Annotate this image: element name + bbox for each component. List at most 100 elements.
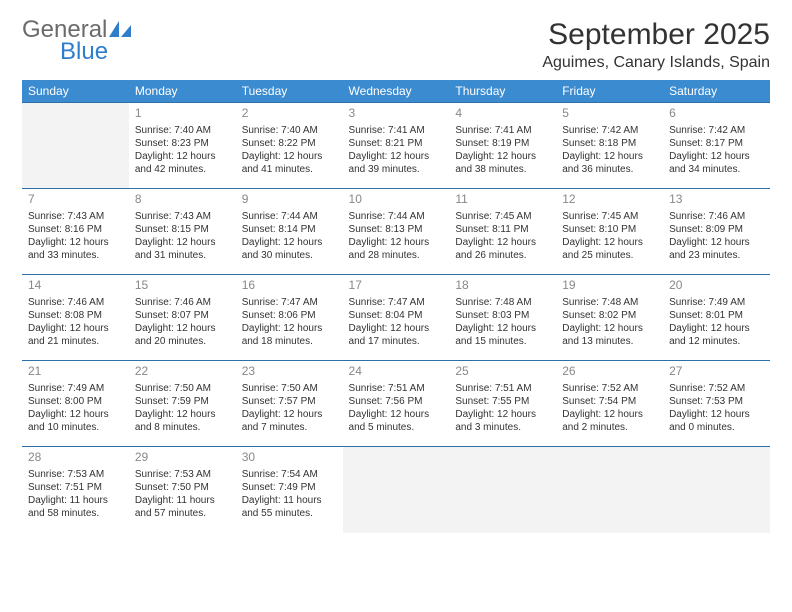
day-number: 7: [28, 192, 123, 208]
daylight-text: and 26 minutes.: [455, 249, 550, 262]
sunset-text: Sunset: 7:57 PM: [242, 395, 337, 408]
sunrise-text: Sunrise: 7:41 AM: [455, 124, 550, 137]
calendar-cell: 22Sunrise: 7:50 AMSunset: 7:59 PMDayligh…: [129, 361, 236, 447]
day-number: 5: [562, 106, 657, 122]
sunrise-text: Sunrise: 7:41 AM: [349, 124, 444, 137]
calendar-cell: 21Sunrise: 7:49 AMSunset: 8:00 PMDayligh…: [22, 361, 129, 447]
calendar-cell: 28Sunrise: 7:53 AMSunset: 7:51 PMDayligh…: [22, 447, 129, 533]
sunset-text: Sunset: 7:56 PM: [349, 395, 444, 408]
calendar-cell: 9Sunrise: 7:44 AMSunset: 8:14 PMDaylight…: [236, 189, 343, 275]
daylight-text: Daylight: 12 hours: [455, 236, 550, 249]
sunset-text: Sunset: 8:13 PM: [349, 223, 444, 236]
sunset-text: Sunset: 8:18 PM: [562, 137, 657, 150]
daylight-text: Daylight: 12 hours: [349, 236, 444, 249]
day-number: 20: [669, 278, 764, 294]
daylight-text: Daylight: 12 hours: [242, 408, 337, 421]
daylight-text: Daylight: 12 hours: [669, 236, 764, 249]
day-number: 25: [455, 364, 550, 380]
daylight-text: Daylight: 12 hours: [135, 236, 230, 249]
daylight-text: and 17 minutes.: [349, 335, 444, 348]
sunrise-text: Sunrise: 7:45 AM: [455, 210, 550, 223]
weekday-header: Wednesday: [343, 80, 450, 103]
calendar-cell: 1Sunrise: 7:40 AMSunset: 8:23 PMDaylight…: [129, 103, 236, 189]
daylight-text: Daylight: 12 hours: [135, 150, 230, 163]
location: Aguimes, Canary Islands, Spain: [542, 54, 770, 72]
sunset-text: Sunset: 8:01 PM: [669, 309, 764, 322]
daylight-text: and 7 minutes.: [242, 421, 337, 434]
calendar-cell-empty: [663, 447, 770, 533]
daylight-text: and 13 minutes.: [562, 335, 657, 348]
day-number: 1: [135, 106, 230, 122]
day-number: 18: [455, 278, 550, 294]
sunrise-text: Sunrise: 7:52 AM: [669, 382, 764, 395]
sunrise-text: Sunrise: 7:48 AM: [562, 296, 657, 309]
calendar-cell: 5Sunrise: 7:42 AMSunset: 8:18 PMDaylight…: [556, 103, 663, 189]
daylight-text: Daylight: 12 hours: [562, 236, 657, 249]
sunrise-text: Sunrise: 7:46 AM: [135, 296, 230, 309]
calendar-cell: 20Sunrise: 7:49 AMSunset: 8:01 PMDayligh…: [663, 275, 770, 361]
sunset-text: Sunset: 8:04 PM: [349, 309, 444, 322]
daylight-text: Daylight: 12 hours: [349, 408, 444, 421]
sunset-text: Sunset: 8:19 PM: [455, 137, 550, 150]
sunset-text: Sunset: 8:23 PM: [135, 137, 230, 150]
daylight-text: and 5 minutes.: [349, 421, 444, 434]
calendar-cell: 26Sunrise: 7:52 AMSunset: 7:54 PMDayligh…: [556, 361, 663, 447]
calendar-cell: 19Sunrise: 7:48 AMSunset: 8:02 PMDayligh…: [556, 275, 663, 361]
calendar-cell: 29Sunrise: 7:53 AMSunset: 7:50 PMDayligh…: [129, 447, 236, 533]
daylight-text: Daylight: 12 hours: [242, 322, 337, 335]
daylight-text: and 58 minutes.: [28, 507, 123, 520]
weekday-header: Thursday: [449, 80, 556, 103]
sunset-text: Sunset: 8:14 PM: [242, 223, 337, 236]
daylight-text: and 55 minutes.: [242, 507, 337, 520]
calendar-cell: 3Sunrise: 7:41 AMSunset: 8:21 PMDaylight…: [343, 103, 450, 189]
daylight-text: and 28 minutes.: [349, 249, 444, 262]
calendar-cell: 12Sunrise: 7:45 AMSunset: 8:10 PMDayligh…: [556, 189, 663, 275]
daylight-text: and 8 minutes.: [135, 421, 230, 434]
day-number: 2: [242, 106, 337, 122]
sunrise-text: Sunrise: 7:48 AM: [455, 296, 550, 309]
weekday-header-row: SundayMondayTuesdayWednesdayThursdayFrid…: [22, 80, 770, 103]
daylight-text: Daylight: 12 hours: [349, 150, 444, 163]
daylight-text: and 34 minutes.: [669, 163, 764, 176]
daylight-text: and 38 minutes.: [455, 163, 550, 176]
calendar-row: 1Sunrise: 7:40 AMSunset: 8:23 PMDaylight…: [22, 103, 770, 189]
calendar-cell-empty: [22, 103, 129, 189]
sunrise-text: Sunrise: 7:50 AM: [135, 382, 230, 395]
daylight-text: Daylight: 11 hours: [135, 494, 230, 507]
daylight-text: and 36 minutes.: [562, 163, 657, 176]
logo-sail-icon: [109, 20, 131, 44]
daylight-text: Daylight: 12 hours: [349, 322, 444, 335]
sunset-text: Sunset: 8:10 PM: [562, 223, 657, 236]
daylight-text: Daylight: 12 hours: [28, 408, 123, 421]
sunrise-text: Sunrise: 7:43 AM: [135, 210, 230, 223]
calendar-row: 28Sunrise: 7:53 AMSunset: 7:51 PMDayligh…: [22, 447, 770, 533]
daylight-text: Daylight: 12 hours: [28, 322, 123, 335]
sunrise-text: Sunrise: 7:44 AM: [242, 210, 337, 223]
day-number: 6: [669, 106, 764, 122]
sunset-text: Sunset: 7:54 PM: [562, 395, 657, 408]
daylight-text: Daylight: 12 hours: [135, 322, 230, 335]
sunrise-text: Sunrise: 7:44 AM: [349, 210, 444, 223]
weekday-header: Monday: [129, 80, 236, 103]
daylight-text: Daylight: 12 hours: [669, 322, 764, 335]
daylight-text: Daylight: 12 hours: [242, 236, 337, 249]
sunrise-text: Sunrise: 7:53 AM: [135, 468, 230, 481]
daylight-text: and 20 minutes.: [135, 335, 230, 348]
daylight-text: and 39 minutes.: [349, 163, 444, 176]
day-number: 23: [242, 364, 337, 380]
sunrise-text: Sunrise: 7:51 AM: [349, 382, 444, 395]
sunrise-text: Sunrise: 7:40 AM: [242, 124, 337, 137]
sunset-text: Sunset: 8:22 PM: [242, 137, 337, 150]
sunset-text: Sunset: 8:15 PM: [135, 223, 230, 236]
header: General Blue September 2025 Aguimes, Can…: [22, 18, 770, 72]
calendar-cell-empty: [556, 447, 663, 533]
day-number: 12: [562, 192, 657, 208]
day-number: 14: [28, 278, 123, 294]
daylight-text: Daylight: 11 hours: [242, 494, 337, 507]
logo: General Blue: [22, 18, 131, 64]
daylight-text: and 23 minutes.: [669, 249, 764, 262]
day-number: 27: [669, 364, 764, 380]
daylight-text: and 33 minutes.: [28, 249, 123, 262]
calendar-cell: 8Sunrise: 7:43 AMSunset: 8:15 PMDaylight…: [129, 189, 236, 275]
daylight-text: and 57 minutes.: [135, 507, 230, 520]
